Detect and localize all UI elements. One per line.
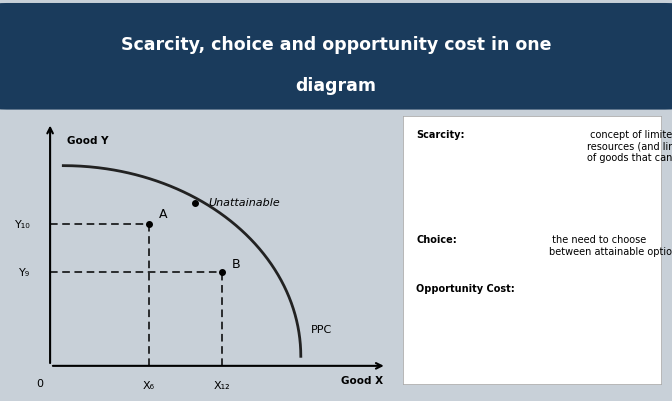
FancyBboxPatch shape xyxy=(0,4,672,110)
Text: Scarcity:: Scarcity: xyxy=(416,130,464,140)
Text: Good Y: Good Y xyxy=(67,135,108,145)
Text: Opportunity Cost:: Opportunity Cost: xyxy=(416,283,515,293)
Text: diagram: diagram xyxy=(296,77,376,95)
Text: X₆: X₆ xyxy=(143,380,155,390)
Text: Y₉: Y₉ xyxy=(19,267,30,277)
Text: Choice:: Choice: xyxy=(416,235,457,245)
Text: Unattainable: Unattainable xyxy=(208,197,280,207)
FancyBboxPatch shape xyxy=(403,116,662,385)
Text: 0: 0 xyxy=(37,378,44,388)
Text: Good X: Good X xyxy=(341,375,383,385)
Text: PPC: PPC xyxy=(310,325,332,335)
Text: concept of limited
resources (and limited quantities
of goods that can be produc: concept of limited resources (and limite… xyxy=(587,130,672,163)
Text: Scarcity: concept of limited
resources (and limited quantities
of goods that can: Scarcity: concept of limited resources (… xyxy=(416,130,578,163)
Text: Y₁₀: Y₁₀ xyxy=(15,219,30,229)
Text: the need to choose
between attainable options: the need to choose between attainable op… xyxy=(549,235,672,256)
Text: Opportunity Cost: the trade-off
of the best forgone alternative in
terms of how : Opportunity Cost: the trade-off of the b… xyxy=(416,283,578,339)
Text: Scarcity, choice and opportunity cost in one: Scarcity, choice and opportunity cost in… xyxy=(121,36,551,54)
Text: B: B xyxy=(232,257,240,270)
Text: X₁₂: X₁₂ xyxy=(213,380,230,390)
Text: Choice: the need to choose
between attainable options: Choice: the need to choose between attai… xyxy=(416,235,550,256)
Text: A: A xyxy=(159,207,167,220)
